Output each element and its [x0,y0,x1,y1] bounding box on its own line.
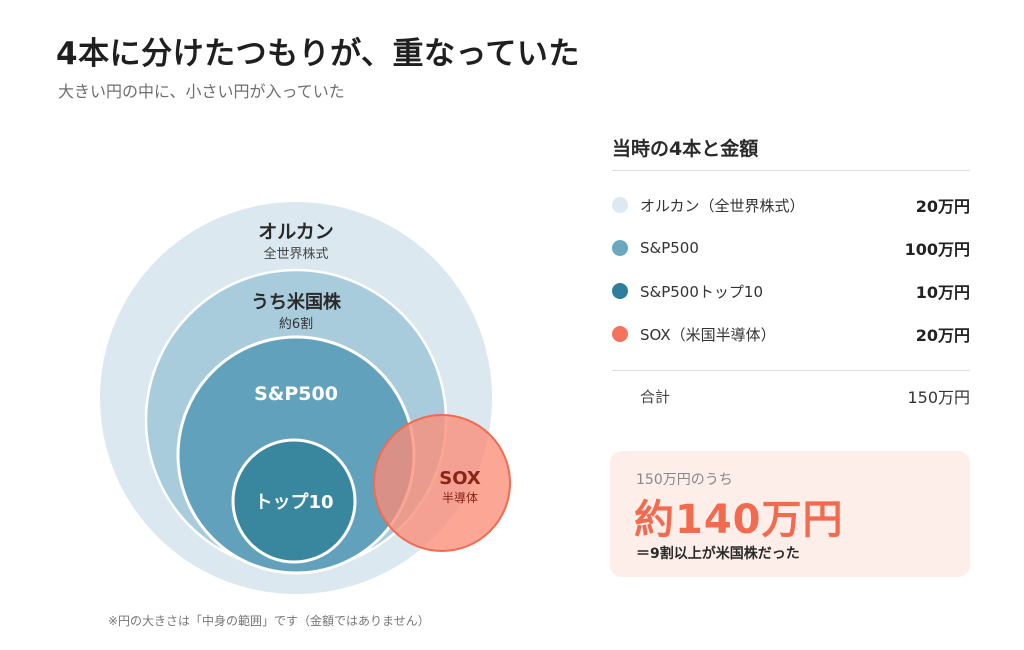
legend-item-all-world: オルカン（全世界株式） 20万円 [612,193,970,217]
legend-item-label: SOX（米国半導体） [640,325,776,344]
sox-sublabel: 半導体 [442,491,478,505]
legend-swatch [612,326,628,342]
venn-diagram: オルカン 全世界株式 うち米国株 約6割 S&P500 トップ10 SOX 半導… [100,202,511,594]
sox-label: SOX [439,468,481,489]
legend-total: 合計 150万円 [612,384,970,408]
legend-swatch [612,283,628,299]
highlight-caption: 150万円のうち [636,472,733,488]
page-title: 4本に分けたつもりが、重なっていた [56,36,580,72]
legend-divider-top [612,170,970,171]
us-label: うち米国株 [251,291,342,313]
legend-item-amount: 20万円 [915,326,970,345]
legend-item-label: S&P500 [640,239,699,257]
page-subtitle: 大きい円の中に、小さい円が入っていた [58,82,345,101]
top10-label: トップ10 [254,491,333,513]
highlight-card: 150万円のうち 約140万円 ＝9割以上が米国株だった [610,451,970,577]
legend-divider-total [612,370,970,371]
legend-title: 当時の4本と金額 [612,138,759,160]
highlight-conclusion: ＝9割以上が米国株だった [636,546,800,562]
circle-sox [373,414,511,552]
total-label: 合計 [640,387,671,406]
legend-item-sp500: S&P500 100万円 [612,236,970,260]
legend-swatch [612,197,628,213]
footnote: ※円の大きさは「中身の範囲」です（金額ではありません） [108,614,430,628]
all-world-sublabel: 全世界株式 [263,246,328,262]
all-world-label: オルカン [258,221,333,243]
legend-item-label: オルカン（全世界株式） [640,196,805,215]
legend-item-amount: 20万円 [915,197,970,216]
legend-item-label: S&P500トップ10 [640,282,763,301]
legend-item-sox: SOX（米国半導体） 20万円 [612,322,970,346]
highlight-amount: 約140万円 [634,497,844,543]
us-sublabel: 約6割 [279,316,313,332]
total-amount: 150万円 [907,388,970,407]
legend-item-top10: S&P500トップ10 10万円 [612,279,970,303]
circle-top10 [231,438,357,564]
legend-item-amount: 100万円 [904,240,970,259]
legend-swatch [612,240,628,256]
sp500-label: S&P500 [254,383,338,405]
legend-item-amount: 10万円 [915,283,970,302]
